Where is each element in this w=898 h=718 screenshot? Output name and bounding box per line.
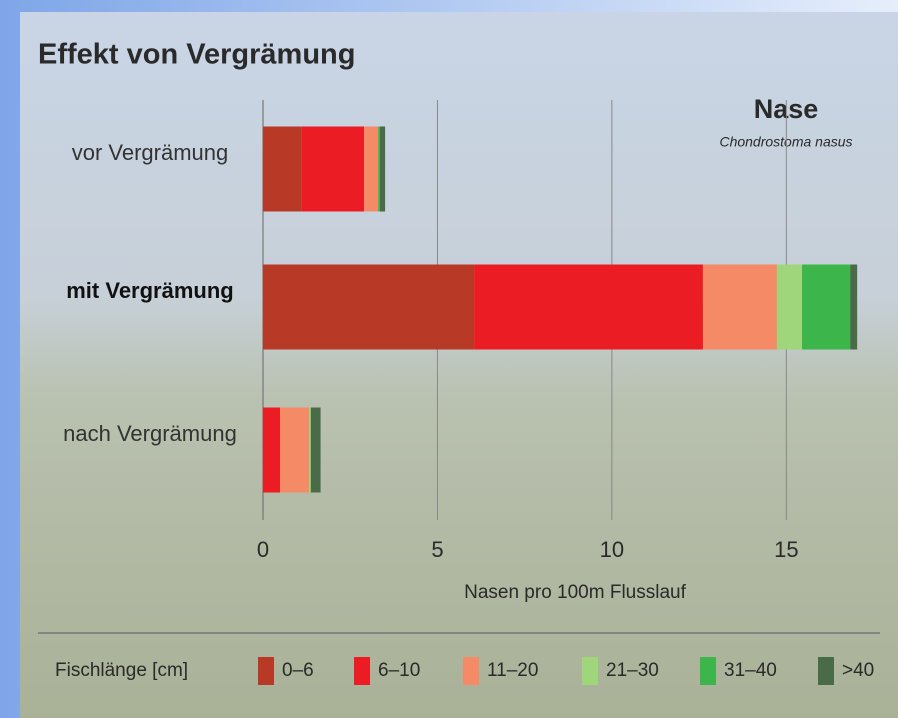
legend-swatch [258,657,274,685]
bar-segment [301,127,364,212]
chart-title: Effekt von Vergrämung [38,39,355,71]
legend-swatch [354,657,370,685]
x-axis-label: Nasen pro 100m Flusslauf [464,582,686,603]
legend-swatch [463,657,479,685]
bar-segment [703,265,777,350]
bar-segment [777,265,802,350]
legend-label: 21–30 [606,660,659,681]
x-tick-label: 5 [431,537,443,562]
x-tick-label: 0 [257,537,269,562]
page: Effekt von Vergrämung Nase Chondrostoma … [0,0,898,718]
category-label: nach Vergrämung [55,418,245,450]
legend-label: 0–6 [282,660,314,681]
legend-label: >40 [842,660,874,681]
bar-segment [802,265,850,350]
chart: Effekt von Vergrämung Nase Chondrostoma … [0,0,898,718]
legend-label: 11–20 [487,660,538,681]
bar-segment [364,127,378,212]
bar-segment [263,127,301,212]
x-tick-label: 15 [774,537,798,562]
bar-segment [263,408,280,493]
bar-segment [263,265,474,350]
legend-label: 6–10 [378,660,420,681]
legend-title: Fischlänge [cm] [55,660,188,681]
bar-segment [311,408,321,493]
bar-segment [850,265,857,350]
bar-segment [309,408,311,493]
category-label: vor Vergrämung [55,137,245,169]
bar-segment [474,265,703,350]
bar-segment [380,127,385,212]
category-label: mit Vergrämung [55,275,245,307]
bar-segment [378,127,380,212]
legend-label: 31–40 [724,660,777,681]
legend-swatch [818,657,834,685]
legend-swatch [700,657,716,685]
legend-swatch [582,657,598,685]
x-tick-label: 10 [600,537,624,562]
bar-segment [280,408,309,493]
